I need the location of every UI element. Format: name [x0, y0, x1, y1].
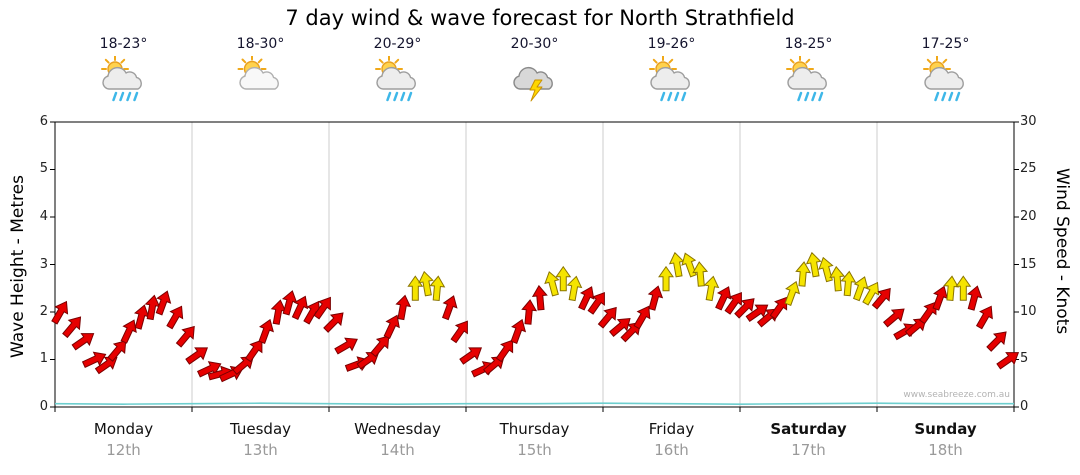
- day-date: 16th: [654, 441, 689, 459]
- day-header-monday: 18-23°: [55, 36, 192, 104]
- left-axis-tick: 0: [39, 399, 48, 414]
- right-axis-tick: 0: [1020, 399, 1029, 414]
- page-title: 7 day wind & wave forecast for North Str…: [285, 6, 795, 30]
- temp-range: 18-23°: [99, 36, 148, 52]
- temp-range: 17-25°: [921, 36, 970, 52]
- day-date: 13th: [243, 441, 278, 459]
- day-date: 14th: [380, 441, 415, 459]
- day-date: 18th: [928, 441, 963, 459]
- day-header-saturday: 18-25°: [740, 36, 877, 104]
- day-name: Tuesday: [229, 420, 292, 438]
- day-labels-row: Monday 12th Tuesday 13th Wednesday 14th …: [0, 420, 1080, 475]
- left-axis-tick: 5: [39, 161, 48, 176]
- day-name: Wednesday: [354, 420, 441, 438]
- temp-range: 19-26°: [647, 36, 696, 52]
- day-label-thursday: Thursday 15th: [466, 420, 603, 459]
- day-header-sunday: 17-25°: [877, 36, 1014, 104]
- day-date: 17th: [791, 441, 826, 459]
- left-axis-tick: 4: [39, 209, 48, 224]
- temp-range: 18-25°: [784, 36, 833, 52]
- temp-range: 18-30°: [236, 36, 285, 52]
- day-label-friday: Friday 16th: [603, 420, 740, 459]
- day-name: Saturday: [770, 420, 847, 438]
- day-name: Friday: [648, 420, 695, 438]
- day-header-thursday: 20-30°: [466, 36, 603, 104]
- day-label-monday: Monday 12th: [55, 420, 192, 459]
- day-label-saturday: Saturday 17th: [740, 420, 877, 459]
- day-label-sunday: Sunday 18th: [877, 420, 1014, 459]
- partly-cloudy-icon: [192, 56, 329, 104]
- right-axis-tick: 5: [1020, 351, 1029, 366]
- left-axis-tick: 6: [39, 114, 48, 129]
- right-axis-tick: 30: [1020, 114, 1037, 129]
- sun-shower-icon: [55, 56, 192, 104]
- day-label-wednesday: Wednesday 14th: [329, 420, 466, 459]
- day-header-friday: 19-26°: [603, 36, 740, 104]
- temp-range: 20-29°: [373, 36, 422, 52]
- day-name: Thursday: [499, 420, 570, 438]
- left-axis-tick: 2: [39, 304, 48, 319]
- day-date: 15th: [517, 441, 552, 459]
- left-axis-tick: 1: [39, 351, 48, 366]
- day-headers-row: 18-23° 18-30° 20-29° 20-30° 19-26° 18-25…: [0, 36, 1080, 120]
- day-name: Monday: [93, 420, 154, 438]
- right-axis-tick: 25: [1020, 161, 1037, 176]
- day-label-tuesday: Tuesday 13th: [192, 420, 329, 459]
- sun-shower-icon: [603, 56, 740, 104]
- right-axis-tick: 15: [1020, 257, 1037, 272]
- day-header-wednesday: 20-29°: [329, 36, 466, 104]
- thunderstorm-icon: [466, 56, 603, 104]
- sun-shower-icon: [329, 56, 466, 104]
- temp-range: 20-30°: [510, 36, 559, 52]
- day-date: 12th: [106, 441, 141, 459]
- right-axis-tick: 10: [1020, 304, 1037, 319]
- left-axis-tick: 3: [39, 257, 48, 272]
- sun-shower-icon: [877, 56, 1014, 104]
- watermark: www.seabreeze.com.au: [903, 390, 1010, 400]
- day-name: Sunday: [914, 420, 977, 438]
- sun-shower-icon: [740, 56, 877, 104]
- right-axis-tick: 20: [1020, 209, 1037, 224]
- day-header-tuesday: 18-30°: [192, 36, 329, 104]
